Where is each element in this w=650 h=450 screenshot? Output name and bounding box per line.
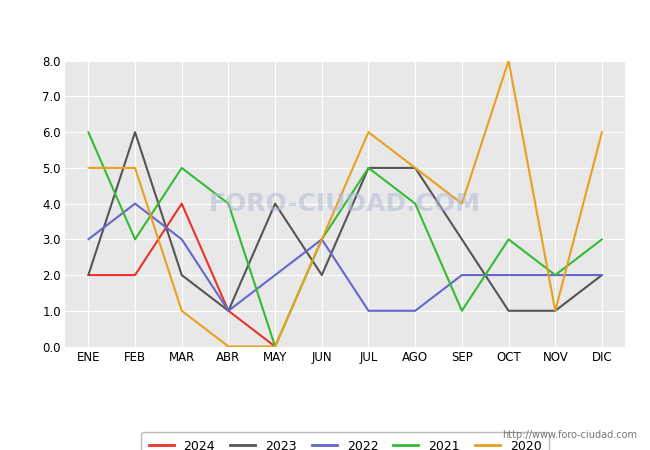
Text: FORO-CIUDAD.COM: FORO-CIUDAD.COM <box>209 192 481 216</box>
Text: http://www.foro-ciudad.com: http://www.foro-ciudad.com <box>502 430 637 440</box>
Legend: 2024, 2023, 2022, 2021, 2020: 2024, 2023, 2022, 2021, 2020 <box>141 432 549 450</box>
Text: Matriculaciones de Vehiculos en Agolada: Matriculaciones de Vehiculos en Agolada <box>155 17 495 35</box>
